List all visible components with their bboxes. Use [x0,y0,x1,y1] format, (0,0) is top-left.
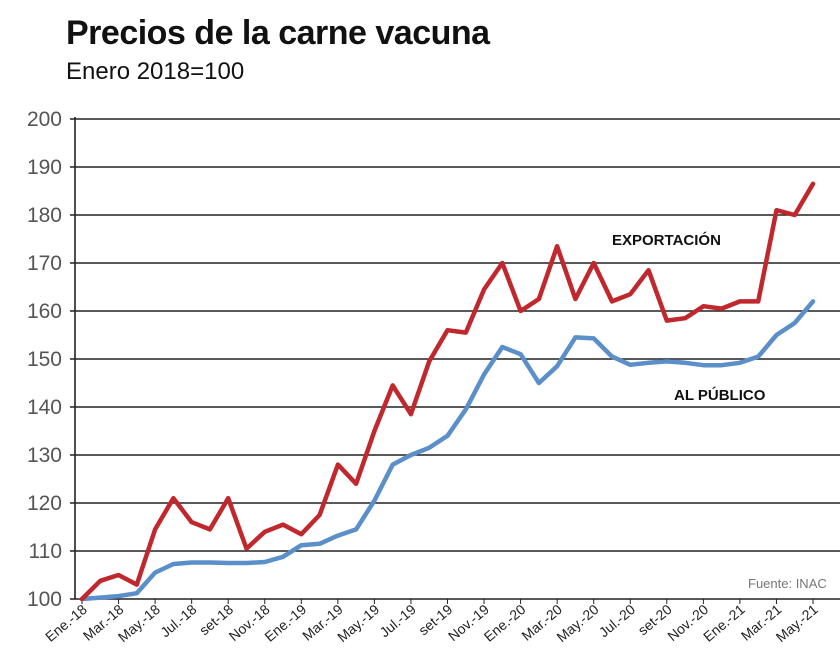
y-tick-label: 180 [27,204,62,227]
source-note: Fuente: INAC [748,576,827,591]
x-tick-label: Ene.-20 [481,601,529,645]
y-tick-label: 110 [29,540,62,563]
x-tick-label: Ene.-19 [261,601,309,645]
x-tick-label: May.-19 [334,601,382,645]
y-tick-label: 100 [27,588,62,611]
y-tick-label: 150 [27,348,62,371]
chart-title: Precios de la carne vacuna [66,14,490,52]
y-tick-label: 160 [27,300,62,323]
x-tick-label: Jul.-19 [376,601,419,640]
series-label-exportacion: EXPORTACIÓN [612,231,721,249]
x-tick-label: Jul.-18 [157,601,200,640]
series-line-al-publico [79,299,816,602]
series-lines [79,181,816,602]
x-axis: Ene.-18Mar.-18May.-18Jul.-18set-18Nov.-1… [42,598,840,645]
y-tick-label: 130 [27,444,62,467]
y-tick-label: 200 [27,108,62,131]
gridlines [70,118,840,552]
series-label-al-publico: AL PÚBLICO [674,386,766,404]
y-tick-label: 170 [27,252,62,275]
y-axis: 100 110 120 130 140 150 160 170 180 190 200 [27,108,76,611]
y-tick-label: 140 [27,396,62,419]
x-tick-label: May.-18 [115,601,163,645]
x-tick-label: May.-20 [553,601,601,645]
chart-subtitle: Enero 2018=100 [66,58,245,85]
x-tick-label: Jul.-20 [596,601,639,640]
series-line-exportacion [79,181,816,602]
y-tick-label: 120 [27,492,62,515]
x-tick-label: Ene.-21 [700,601,748,645]
y-tick-label: 190 [27,156,62,179]
x-tick-label: May.-21 [773,601,821,645]
